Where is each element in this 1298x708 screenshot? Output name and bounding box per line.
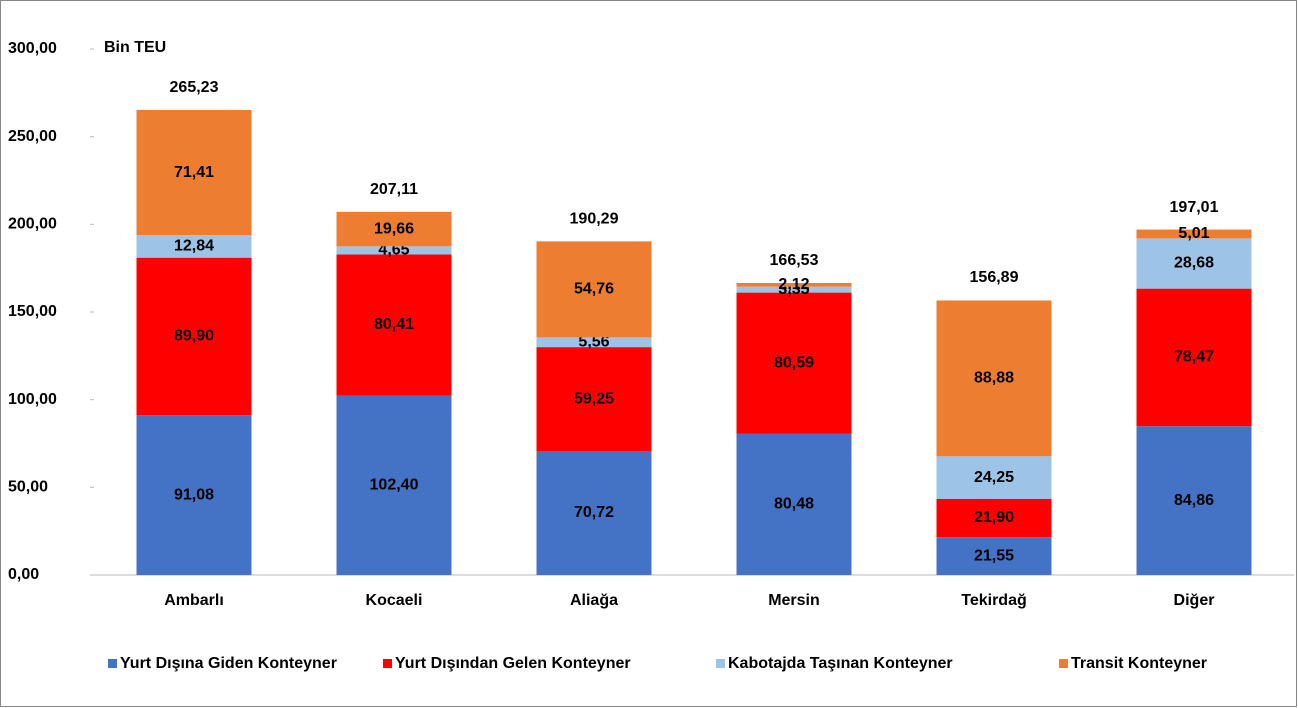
data-label: 88,88 [974, 370, 1014, 387]
bar-segment [736, 433, 852, 575]
legend-label: Kabotajda Taşınan Konteyner [728, 655, 953, 672]
data-label: 89,90 [174, 328, 214, 345]
bar-segment [736, 282, 852, 287]
y-tick-label: 150,00 [8, 303, 57, 320]
data-label: 28,68 [1174, 255, 1214, 272]
x-tick-label: Diğer [1174, 592, 1215, 609]
data-label: 5,01 [1178, 225, 1209, 242]
x-tick-label: Mersin [768, 592, 820, 609]
legend-label: Transit Konteyner [1071, 655, 1207, 672]
bar-segment [136, 109, 252, 236]
y-tick-label: 0,00 [8, 566, 39, 583]
data-label: 91,08 [174, 486, 214, 503]
bar-segment [736, 286, 852, 293]
legend-label: Yurt Dışına Giden Konteyner [120, 655, 337, 672]
total-label: 156,89 [970, 269, 1019, 286]
total-label: 166,53 [770, 252, 819, 269]
total-label: 197,01 [1170, 199, 1219, 216]
total-label: 265,23 [170, 79, 219, 96]
data-label: 21,90 [974, 509, 1014, 526]
x-tick-label: Kocaeli [366, 592, 423, 609]
bar-segment [1136, 426, 1252, 575]
data-label: 102,40 [370, 476, 419, 493]
data-label: 70,72 [574, 504, 614, 521]
bar-segment [736, 292, 852, 434]
bar-segment [136, 235, 252, 258]
total-label: 207,11 [370, 181, 418, 198]
legend-swatch [383, 659, 392, 668]
bar-segment [936, 537, 1052, 575]
x-tick-label: Ambarlı [164, 592, 224, 609]
data-label: 71,41 [174, 164, 214, 181]
bar-segment [536, 451, 652, 575]
data-label: 80,41 [374, 316, 414, 333]
bar-segment [536, 337, 652, 348]
bar-segment [136, 415, 252, 575]
y-tick-label: 50,00 [8, 479, 48, 496]
bar-segment [536, 241, 652, 338]
y-axis-label: Bin TEU [104, 39, 166, 56]
data-label: 12,84 [174, 238, 214, 255]
bar-segment [136, 257, 252, 416]
legend-swatch [108, 659, 117, 668]
data-label: 84,86 [1174, 492, 1214, 509]
bar-segment [336, 254, 452, 396]
data-label: 21,55 [974, 547, 1014, 564]
bar-segment [936, 300, 1052, 457]
legend-swatch [1059, 659, 1068, 668]
legend-label: Yurt Dışından Gelen Konteyner [395, 655, 631, 672]
x-tick-label: Tekirdağ [961, 592, 1027, 609]
bar-segment [336, 246, 452, 255]
bar-segment [1136, 238, 1252, 289]
data-label: 80,59 [774, 354, 814, 371]
data-label: 78,47 [1174, 349, 1214, 366]
data-label: 80,48 [774, 496, 814, 513]
y-tick-label: 250,00 [8, 128, 57, 145]
data-label: 24,25 [974, 469, 1014, 486]
y-tick-label: 300,00 [8, 40, 57, 57]
y-tick-label: 200,00 [8, 216, 57, 233]
bar-segment [936, 498, 1052, 538]
data-label: 2,12 [778, 276, 809, 293]
data-label: 59,25 [574, 390, 614, 407]
bar-segment [336, 395, 452, 575]
data-label: 54,76 [574, 281, 614, 298]
legend-swatch [716, 659, 725, 668]
bar-segment [1136, 288, 1252, 427]
bar-segment [536, 347, 652, 452]
bar-segment [336, 211, 452, 247]
total-label: 190,29 [570, 211, 619, 228]
data-label: 5,56 [578, 333, 609, 350]
data-label: 19,66 [374, 220, 414, 237]
bar-segment [1136, 229, 1252, 239]
y-tick-label: 100,00 [8, 391, 57, 408]
bar-segment [936, 456, 1052, 499]
x-tick-label: Aliağa [570, 592, 618, 609]
